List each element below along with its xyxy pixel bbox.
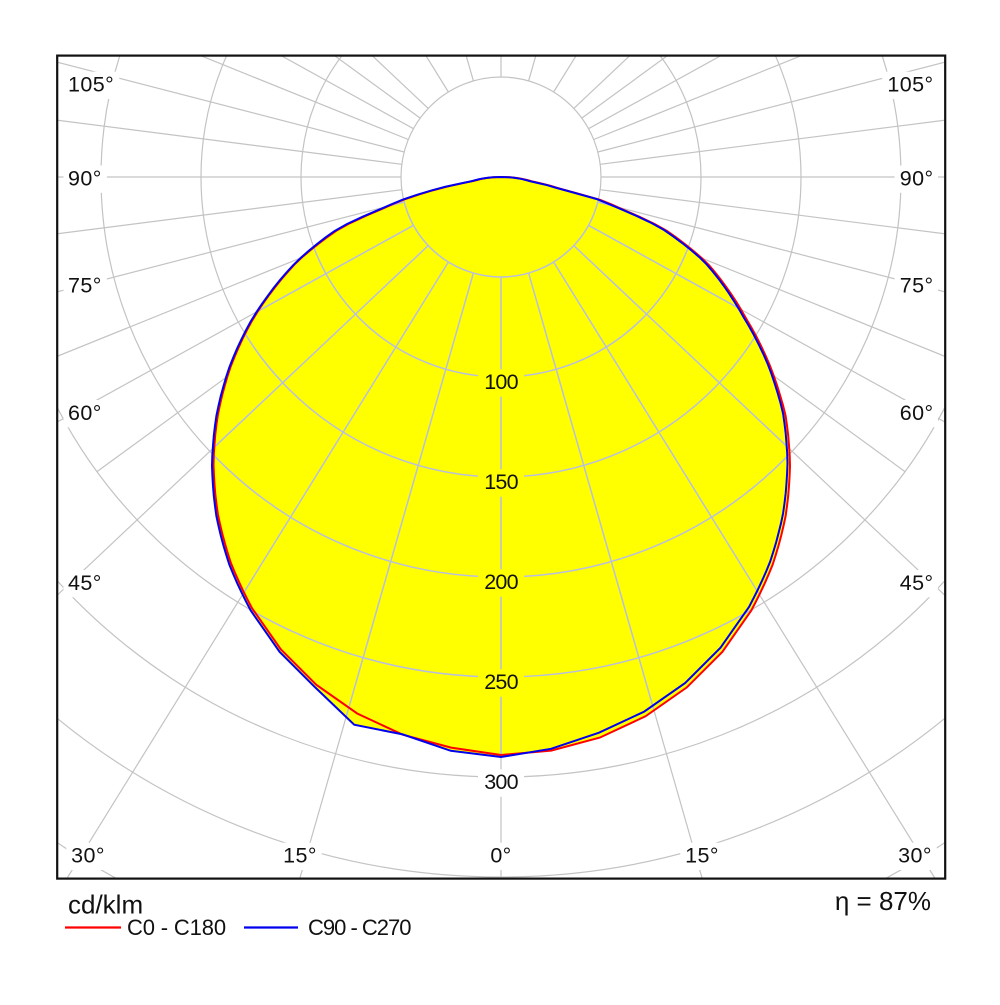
svg-text:105°: 105°: [68, 73, 114, 97]
svg-text:60°: 60°: [68, 401, 102, 425]
svg-text:75°: 75°: [68, 273, 102, 297]
svg-text:200: 200: [484, 570, 518, 594]
svg-text:45°: 45°: [900, 571, 934, 595]
svg-text:η = 87%: η = 87%: [835, 886, 931, 916]
svg-text:0°: 0°: [490, 844, 511, 868]
svg-text:250: 250: [484, 670, 518, 694]
svg-text:90°: 90°: [68, 166, 102, 190]
svg-text:45°: 45°: [68, 571, 102, 595]
svg-text:C0 - C180: C0 - C180: [127, 915, 226, 940]
svg-text:60°: 60°: [900, 401, 934, 425]
svg-text:15°: 15°: [685, 844, 719, 868]
svg-text:90°: 90°: [900, 166, 934, 190]
svg-text:15°: 15°: [283, 844, 317, 868]
svg-text:30°: 30°: [71, 844, 105, 868]
svg-text:105°: 105°: [887, 73, 933, 97]
svg-text:150: 150: [484, 470, 518, 494]
svg-text:300: 300: [484, 770, 518, 794]
svg-text:75°: 75°: [900, 273, 934, 297]
svg-text:30°: 30°: [898, 844, 932, 868]
svg-text:C90 - C270: C90 - C270: [308, 915, 411, 940]
svg-text:100: 100: [484, 370, 518, 394]
